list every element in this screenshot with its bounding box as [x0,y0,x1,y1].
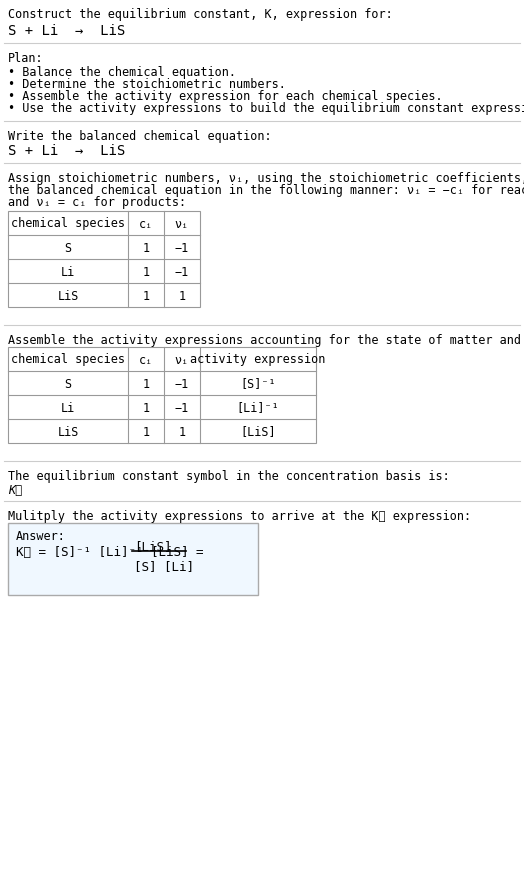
Text: S + Li  →  LiS: S + Li → LiS [8,144,125,158]
Bar [8,347,316,444]
Text: 1: 1 [143,377,149,390]
Text: [LiS]: [LiS] [134,540,171,552]
Text: Answer:: Answer: [16,530,66,542]
Text: Plan:: Plan: [8,52,43,65]
Text: • Determine the stoichiometric numbers.: • Determine the stoichiometric numbers. [8,78,286,91]
Text: The equilibrium constant symbol in the concentration basis is:: The equilibrium constant symbol in the c… [8,470,450,483]
Text: 1: 1 [179,289,185,302]
Text: • Use the activity expressions to build the equilibrium constant expression.: • Use the activity expressions to build … [8,102,524,115]
Text: −1: −1 [175,241,189,254]
Text: 1: 1 [179,425,185,438]
Text: [S]⁻¹: [S]⁻¹ [240,377,276,390]
Bar [8,212,200,307]
Text: • Balance the chemical equation.: • Balance the chemical equation. [8,66,236,79]
Text: 1: 1 [143,289,149,302]
Text: Li: Li [61,401,75,414]
Text: −1: −1 [175,401,189,414]
Text: LiS: LiS [57,425,79,438]
Bar [8,524,258,595]
Text: 1: 1 [143,401,149,414]
Text: Kᴄ = [S]⁻¹ [Li]⁻¹ [LiS] =: Kᴄ = [S]⁻¹ [Li]⁻¹ [LiS] = [16,546,211,558]
Text: S: S [64,241,72,254]
Text: −1: −1 [175,265,189,278]
Text: • Assemble the activity expression for each chemical species.: • Assemble the activity expression for e… [8,89,443,103]
Text: S + Li  →  LiS: S + Li → LiS [8,24,125,38]
Text: 1: 1 [143,241,149,254]
Text: [Li]⁻¹: [Li]⁻¹ [237,401,279,414]
Text: Li: Li [61,265,75,278]
Text: −1: −1 [175,377,189,390]
Text: cᵢ: cᵢ [139,354,153,366]
Text: LiS: LiS [57,289,79,302]
Text: νᵢ: νᵢ [175,354,189,366]
Text: 1: 1 [143,425,149,438]
Text: S: S [64,377,72,390]
Text: [S] [Li]: [S] [Li] [134,559,194,572]
Text: Construct the equilibrium constant, K, expression for:: Construct the equilibrium constant, K, e… [8,8,393,21]
Text: the balanced chemical equation in the following manner: νᵢ = −cᵢ for reactants: the balanced chemical equation in the fo… [8,183,524,197]
Text: activity expression: activity expression [190,354,326,366]
Text: 1: 1 [143,265,149,278]
Text: Mulitply the activity expressions to arrive at the Kᴄ expression:: Mulitply the activity expressions to arr… [8,509,471,523]
Text: and νᵢ = cᵢ for products:: and νᵢ = cᵢ for products: [8,196,186,209]
Text: chemical species: chemical species [11,354,125,366]
Text: Write the balanced chemical equation:: Write the balanced chemical equation: [8,130,271,143]
Text: chemical species: chemical species [11,217,125,230]
Text: cᵢ: cᵢ [139,217,153,230]
Text: Assign stoichiometric numbers, νᵢ, using the stoichiometric coefficients, cᵢ, fr: Assign stoichiometric numbers, νᵢ, using… [8,172,524,185]
Text: Kᴄ: Kᴄ [8,484,22,496]
Text: νᵢ: νᵢ [175,217,189,230]
Text: [LiS]: [LiS] [240,425,276,438]
Text: Assemble the activity expressions accounting for the state of matter and νᵢ:: Assemble the activity expressions accoun… [8,334,524,346]
